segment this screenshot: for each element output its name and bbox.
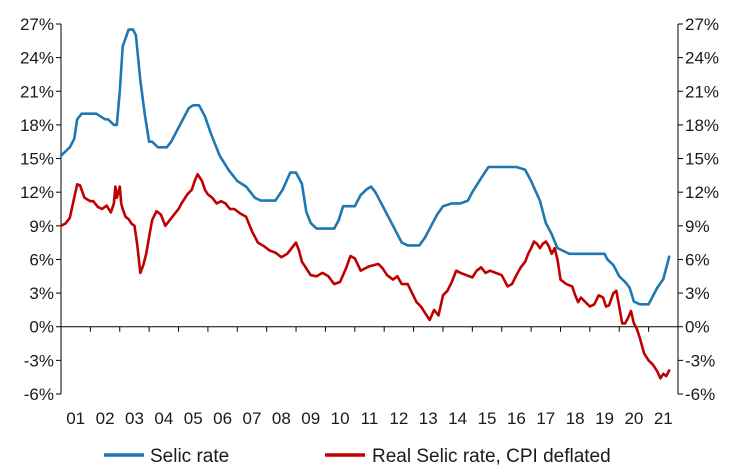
y-tick-label-left: -6% (24, 385, 54, 404)
plot-lines (59, 28, 671, 380)
x-tick-label: 02 (96, 409, 115, 428)
x-tick-label: 14 (448, 409, 467, 428)
x-tick-label: 19 (595, 409, 614, 428)
legend: Selic rate Real Selic rate, CPI deflated (104, 446, 611, 467)
y-axis-left: -6% -3% 0% 3% 6% 9% 12% 15% 18% 21% 24% 27% (20, 15, 61, 404)
series-line-selic (59, 28, 671, 306)
y-tick-label-right: 12% (685, 183, 719, 202)
x-tick-label: 17 (536, 409, 555, 428)
x-tick-label: 16 (507, 409, 526, 428)
x-tick-label: 04 (154, 409, 173, 428)
x-tick-label: 20 (624, 409, 643, 428)
y-tick-label-right: 18% (685, 116, 719, 135)
x-tick-label: 05 (184, 409, 203, 428)
y-tick-label-left: 21% (20, 82, 54, 101)
x-tick-label: 18 (566, 409, 585, 428)
y-tick-label-right: -6% (685, 385, 715, 404)
x-tick-label: 13 (419, 409, 438, 428)
y-tick-label-right: 21% (685, 82, 719, 101)
y-tick-label-right: 3% (685, 284, 710, 303)
x-tick-label: 01 (66, 409, 85, 428)
y-tick-label-left: 24% (20, 49, 54, 68)
x-axis: 01 02 03 04 05 06 07 08 09 10 11 12 13 14 15 16 17 18 19 20… (60, 326, 679, 428)
legend-label-selic: Selic rate (150, 446, 229, 467)
y-tick-label-right: 24% (685, 49, 719, 68)
y-tick-label-right: 0% (685, 318, 710, 337)
y-tick-label-left: 9% (29, 217, 54, 236)
x-tick-label: 15 (478, 409, 497, 428)
x-tick-label: 07 (243, 409, 262, 428)
y-tick-label-left: 6% (29, 250, 54, 269)
y-tick-label-left: -3% (24, 351, 54, 370)
y-tick-label-left: 12% (20, 183, 54, 202)
x-tick-label: 11 (361, 409, 379, 428)
y-tick-label-right: -3% (685, 351, 715, 370)
x-tick-label: 21 (654, 409, 673, 428)
y-axis-right: -6% -3% 0% 3% 6% 9% 12% 15% 18% 21% 24% 27% (678, 15, 719, 404)
axes (60, 24, 679, 394)
y-tick-label-right: 9% (685, 217, 710, 236)
series-line-real-selic (59, 172, 671, 380)
x-tick-label: 08 (272, 409, 291, 428)
x-tick-label: 06 (213, 409, 232, 428)
x-tick-label: 03 (125, 409, 144, 428)
legend-label-real-selic: Real Selic rate, CPI deflated (372, 446, 611, 467)
y-tick-label-left: 3% (29, 284, 54, 303)
y-tick-label-right: 6% (685, 250, 710, 269)
x-tick-label: 12 (389, 409, 408, 428)
y-tick-label-left: 27% (20, 15, 54, 34)
y-tick-label-right: 15% (685, 150, 719, 169)
y-tick-label-right: 27% (685, 15, 719, 34)
y-tick-label-left: 18% (20, 116, 54, 135)
y-tick-label-left: 0% (29, 318, 54, 337)
x-tick-label: 09 (301, 409, 320, 428)
y-tick-label-left: 15% (20, 150, 54, 169)
x-tick-label: 10 (331, 409, 350, 428)
